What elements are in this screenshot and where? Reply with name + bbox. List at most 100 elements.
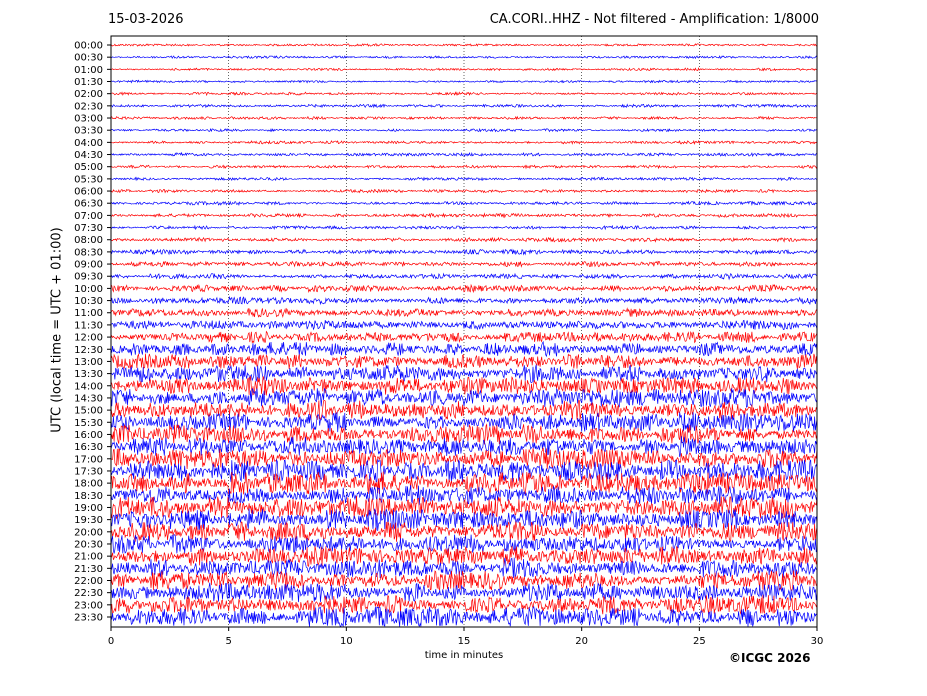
trace-0530 — [111, 176, 818, 182]
trace-0900 — [110, 260, 818, 268]
trace-2300 — [110, 594, 818, 615]
x-tick-label: 10 — [340, 636, 353, 647]
x-tick-label: 30 — [811, 636, 824, 647]
x-ticks: 0 5 10 15 20 25 30 — [108, 627, 824, 647]
row-label: 22:30 — [74, 588, 103, 599]
x-axis-label: time in minutes — [424, 650, 504, 661]
row-label: 18:30 — [74, 491, 103, 502]
trace-1200 — [110, 330, 818, 344]
row-label: 16:30 — [74, 442, 103, 453]
trace-2030 — [110, 534, 818, 554]
row-label: 05:00 — [74, 162, 103, 173]
row-label: 19:00 — [74, 503, 103, 514]
trace-0630 — [110, 200, 818, 207]
trace-0230 — [110, 103, 818, 109]
row-label: 23:30 — [74, 613, 103, 624]
trace-0500 — [110, 164, 818, 170]
trace-1600 — [110, 423, 818, 445]
trace-0600 — [110, 188, 818, 194]
row-label: 14:00 — [74, 381, 103, 392]
row-label: 09:30 — [74, 272, 103, 283]
trace-1500 — [110, 400, 818, 421]
row-label: 07:00 — [74, 211, 103, 222]
trace-2200 — [110, 570, 818, 592]
trace-0100 — [110, 67, 818, 72]
row-label: 23:00 — [74, 600, 103, 611]
row-label: 02:30 — [74, 101, 103, 112]
row-label: 12:30 — [74, 345, 103, 356]
row-label: 17:00 — [74, 454, 103, 465]
x-tick-label: 5 — [225, 636, 231, 647]
trace-0200 — [110, 91, 817, 97]
row-label: 10:30 — [74, 296, 103, 307]
trace-1630 — [110, 436, 818, 457]
trace-1100 — [110, 307, 818, 319]
chart-title: CA.CORI..HHZ - Not filtered - Amplificat… — [489, 12, 819, 27]
trace-2230 — [110, 582, 818, 603]
row-label: 08:00 — [74, 235, 103, 246]
trace-2330 — [110, 605, 818, 628]
trace-0830 — [110, 248, 818, 256]
row-label: 16:00 — [74, 430, 103, 441]
x-tick-label: 20 — [575, 636, 588, 647]
trace-1130 — [110, 319, 818, 331]
row-label: 22:00 — [74, 576, 103, 587]
row-label: 05:30 — [74, 174, 103, 185]
trace-1730 — [110, 458, 818, 483]
traces — [110, 43, 818, 628]
trace-1000 — [110, 283, 818, 294]
trace-0300 — [110, 115, 818, 121]
trace-1800 — [110, 471, 818, 495]
row-label: 01:30 — [74, 77, 103, 88]
plot-frame — [110, 35, 818, 628]
row-label: 00:30 — [74, 53, 103, 64]
trace-1030 — [110, 295, 818, 306]
trace-1330 — [110, 364, 818, 384]
trace-1400 — [110, 375, 818, 396]
row-label: 09:00 — [74, 260, 103, 271]
trace-2130 — [110, 557, 818, 579]
trace-1230 — [110, 340, 818, 358]
x-tick-label: 0 — [108, 636, 114, 647]
row-label: 06:30 — [74, 199, 103, 210]
trace-0430 — [110, 151, 818, 158]
trace-0000 — [110, 43, 818, 47]
date-label: 15-03-2026 — [108, 12, 184, 27]
row-label: 21:30 — [74, 564, 103, 575]
row-label: 07:30 — [74, 223, 103, 234]
row-label: 19:30 — [74, 515, 103, 526]
trace-0730 — [110, 224, 818, 231]
trace-1930 — [110, 508, 818, 531]
x-tick-label: 15 — [458, 636, 471, 647]
row-label: 11:00 — [74, 308, 103, 319]
row-label: 04:30 — [74, 150, 103, 161]
credit-label: ©ICGC 2026 — [729, 651, 811, 665]
row-label: 20:30 — [74, 539, 103, 550]
trace-1300 — [110, 353, 818, 370]
row-label: 18:00 — [74, 479, 103, 490]
row-label: 20:00 — [74, 527, 103, 538]
trace-1900 — [110, 495, 818, 520]
trace-0130 — [110, 79, 818, 84]
trace-1530 — [110, 411, 818, 433]
row-label: 12:00 — [74, 333, 103, 344]
trace-0330 — [110, 127, 818, 133]
row-label: 02:00 — [74, 89, 103, 100]
row-label: 10:00 — [74, 284, 103, 295]
row-label: 13:30 — [74, 369, 103, 380]
row-label: 15:00 — [74, 406, 103, 417]
row-label: 15:30 — [74, 418, 103, 429]
row-label: 03:30 — [74, 126, 103, 137]
row-label: 03:00 — [74, 114, 103, 125]
row-label: 13:00 — [74, 357, 103, 368]
trace-0030 — [110, 55, 818, 60]
trace-0930 — [110, 272, 818, 281]
trace-0800 — [110, 236, 818, 243]
trace-1700 — [110, 447, 818, 470]
trace-2000 — [110, 521, 818, 542]
trace-1430 — [110, 387, 818, 409]
x-tick-label: 25 — [693, 636, 706, 647]
row-label: 14:30 — [74, 393, 103, 404]
